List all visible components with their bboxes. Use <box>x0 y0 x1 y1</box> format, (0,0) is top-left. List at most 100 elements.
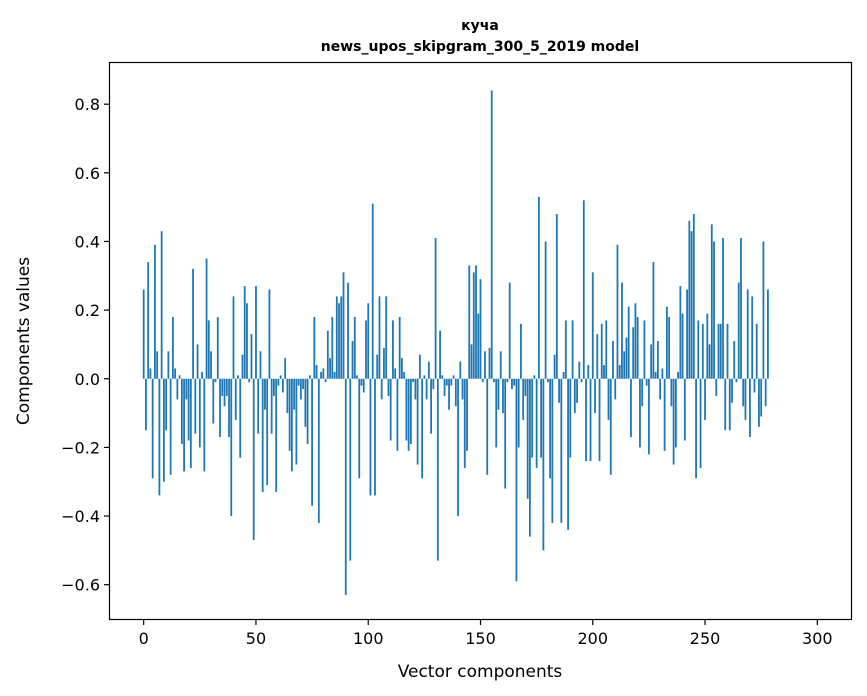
bar <box>324 378 327 383</box>
y-tick-label: −0.6 <box>61 576 100 595</box>
bar <box>733 341 736 379</box>
bar <box>580 378 583 383</box>
bar <box>708 344 711 379</box>
bar <box>650 344 653 379</box>
bar <box>270 378 273 434</box>
bar <box>239 378 242 458</box>
bar <box>648 378 650 455</box>
bar <box>564 320 567 379</box>
bar <box>582 200 585 379</box>
bar <box>663 378 666 451</box>
bar <box>562 371 565 379</box>
bar <box>520 323 522 379</box>
bar <box>600 323 603 379</box>
bar <box>214 378 217 383</box>
bar <box>275 378 278 493</box>
bar <box>468 265 471 379</box>
bar <box>241 354 244 379</box>
bar <box>726 323 729 379</box>
bar <box>659 378 662 400</box>
bar <box>504 378 507 489</box>
bar <box>524 378 527 396</box>
bar <box>461 378 464 400</box>
bar <box>713 241 715 379</box>
bar <box>735 378 738 383</box>
bar <box>493 378 495 383</box>
bar <box>495 378 498 448</box>
bar <box>576 378 578 403</box>
bar <box>508 282 511 379</box>
y-tick-label: −0.4 <box>61 507 100 526</box>
bar <box>154 244 156 379</box>
bar <box>749 378 751 438</box>
bar <box>176 378 179 400</box>
bar <box>180 378 183 444</box>
bar <box>587 365 590 379</box>
bar <box>362 378 365 393</box>
bar <box>466 378 468 451</box>
bar <box>246 303 248 379</box>
bar <box>567 378 569 530</box>
bar <box>533 375 536 379</box>
bar <box>371 203 374 379</box>
bar <box>207 320 210 379</box>
bar <box>636 316 639 379</box>
bar <box>286 378 289 414</box>
bar <box>423 375 426 379</box>
bar <box>535 378 538 468</box>
bar <box>317 378 320 523</box>
bar <box>603 365 605 379</box>
bar <box>259 351 262 379</box>
bar <box>672 378 675 465</box>
bar <box>367 303 370 379</box>
bar <box>405 378 408 441</box>
bar <box>416 378 419 465</box>
bar <box>264 378 266 410</box>
bar <box>607 378 610 420</box>
bar <box>288 378 291 451</box>
bar <box>205 258 208 379</box>
bar <box>216 316 219 379</box>
bar <box>623 351 626 379</box>
bar <box>598 378 601 462</box>
bar <box>537 196 540 379</box>
bar <box>412 378 415 383</box>
bar <box>185 378 188 400</box>
bar <box>457 378 459 517</box>
bar <box>692 214 695 379</box>
bar <box>452 375 455 379</box>
bar <box>632 327 635 379</box>
bar <box>378 296 381 379</box>
bar <box>479 279 482 379</box>
bar <box>418 354 421 379</box>
bar <box>441 375 444 379</box>
bar <box>746 289 749 379</box>
bar <box>594 378 596 414</box>
bar <box>183 378 185 472</box>
bar <box>394 368 397 379</box>
bar <box>679 286 682 379</box>
bar <box>295 378 298 465</box>
plot-frame <box>108 61 853 621</box>
bar <box>223 378 226 407</box>
chart-subtitle: news_upos_skipgram_300_5_2019 model <box>321 39 639 55</box>
y-tick-label: −0.2 <box>61 438 100 457</box>
bar <box>677 371 679 379</box>
bar <box>162 378 165 482</box>
bar <box>722 238 724 379</box>
bar <box>609 378 612 475</box>
bar <box>174 368 177 379</box>
chart-title: куча <box>461 18 499 34</box>
bar <box>740 238 742 379</box>
bar <box>192 268 194 379</box>
bar <box>578 361 581 379</box>
x-tick-label: 100 <box>353 629 384 648</box>
bar <box>645 378 648 386</box>
bar <box>551 378 554 523</box>
bar <box>706 313 709 379</box>
bar <box>497 378 500 410</box>
bar <box>755 323 758 379</box>
bar <box>683 378 686 441</box>
